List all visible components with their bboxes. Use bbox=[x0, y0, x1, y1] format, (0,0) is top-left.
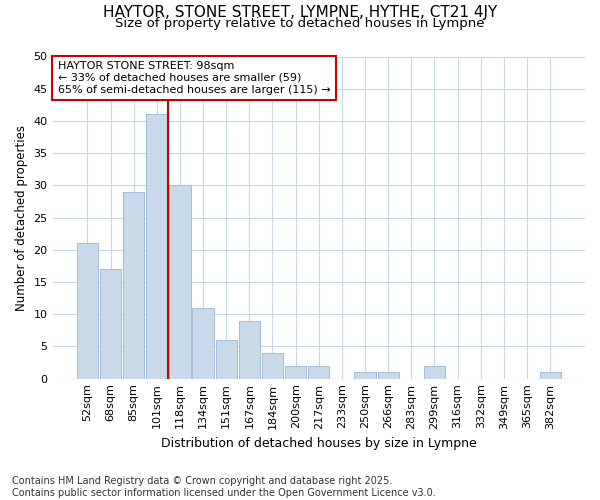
Bar bbox=[424, 366, 445, 378]
Bar bbox=[377, 372, 399, 378]
Text: Size of property relative to detached houses in Lympne: Size of property relative to detached ho… bbox=[115, 18, 485, 30]
Bar bbox=[285, 366, 306, 378]
Bar bbox=[169, 186, 191, 378]
Bar bbox=[193, 308, 214, 378]
Bar bbox=[308, 366, 329, 378]
Bar bbox=[146, 114, 167, 378]
Y-axis label: Number of detached properties: Number of detached properties bbox=[15, 124, 28, 310]
X-axis label: Distribution of detached houses by size in Lympne: Distribution of detached houses by size … bbox=[161, 437, 476, 450]
Bar bbox=[239, 320, 260, 378]
Text: Contains HM Land Registry data © Crown copyright and database right 2025.
Contai: Contains HM Land Registry data © Crown c… bbox=[12, 476, 436, 498]
Bar bbox=[539, 372, 561, 378]
Text: HAYTOR STONE STREET: 98sqm
← 33% of detached houses are smaller (59)
65% of semi: HAYTOR STONE STREET: 98sqm ← 33% of deta… bbox=[58, 62, 331, 94]
Bar bbox=[100, 269, 121, 378]
Bar bbox=[215, 340, 237, 378]
Bar bbox=[77, 244, 98, 378]
Bar bbox=[123, 192, 145, 378]
Bar bbox=[262, 353, 283, 378]
Text: HAYTOR, STONE STREET, LYMPNE, HYTHE, CT21 4JY: HAYTOR, STONE STREET, LYMPNE, HYTHE, CT2… bbox=[103, 5, 497, 20]
Bar bbox=[355, 372, 376, 378]
